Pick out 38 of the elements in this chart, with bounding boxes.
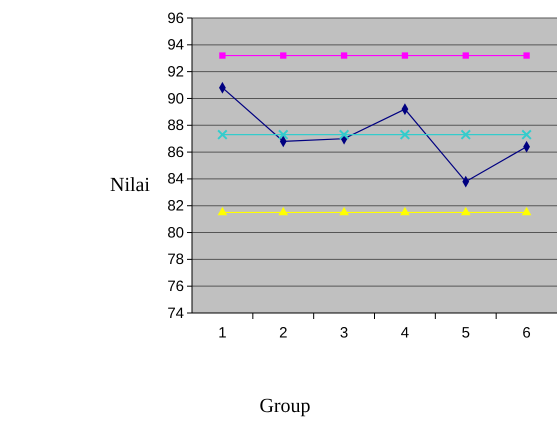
point xyxy=(218,206,228,216)
point xyxy=(278,129,289,140)
y-tick-label: 92 xyxy=(167,63,184,80)
point xyxy=(339,206,349,216)
y-tick-label: 86 xyxy=(167,144,184,161)
y-tick-label: 76 xyxy=(167,278,184,295)
y-tick-label: 82 xyxy=(167,198,184,215)
x-tick-label: 6 xyxy=(522,324,531,342)
x-tick-label: 2 xyxy=(279,324,288,342)
x-tick-label: 4 xyxy=(400,324,410,342)
y-tick-label: 84 xyxy=(167,170,184,188)
y-tick-label: 78 xyxy=(167,251,184,268)
point xyxy=(278,206,288,216)
x-tick-label: 1 xyxy=(218,324,227,342)
x-tick-label: 5 xyxy=(462,324,470,342)
y-tick-label: 90 xyxy=(167,90,184,108)
point xyxy=(400,206,410,216)
point xyxy=(462,52,469,59)
point xyxy=(460,206,471,216)
point xyxy=(522,206,532,216)
y-tick-label: 94 xyxy=(167,36,184,54)
y-axis-title: Nilai xyxy=(110,174,150,196)
point xyxy=(217,129,228,140)
point xyxy=(219,52,226,59)
y-tick-label: 88 xyxy=(167,117,184,134)
point xyxy=(523,52,530,59)
point xyxy=(280,52,286,59)
point xyxy=(338,129,350,140)
x-axis-title: Group xyxy=(259,395,311,417)
x-tick-label: 3 xyxy=(340,324,348,342)
y-tick-label: 74 xyxy=(167,304,184,322)
point xyxy=(521,129,532,140)
point xyxy=(340,52,348,59)
point xyxy=(460,129,472,140)
y-tick-label: 80 xyxy=(167,224,184,242)
point xyxy=(402,52,408,59)
y-tick-label: 96 xyxy=(167,10,184,27)
point xyxy=(400,129,410,140)
